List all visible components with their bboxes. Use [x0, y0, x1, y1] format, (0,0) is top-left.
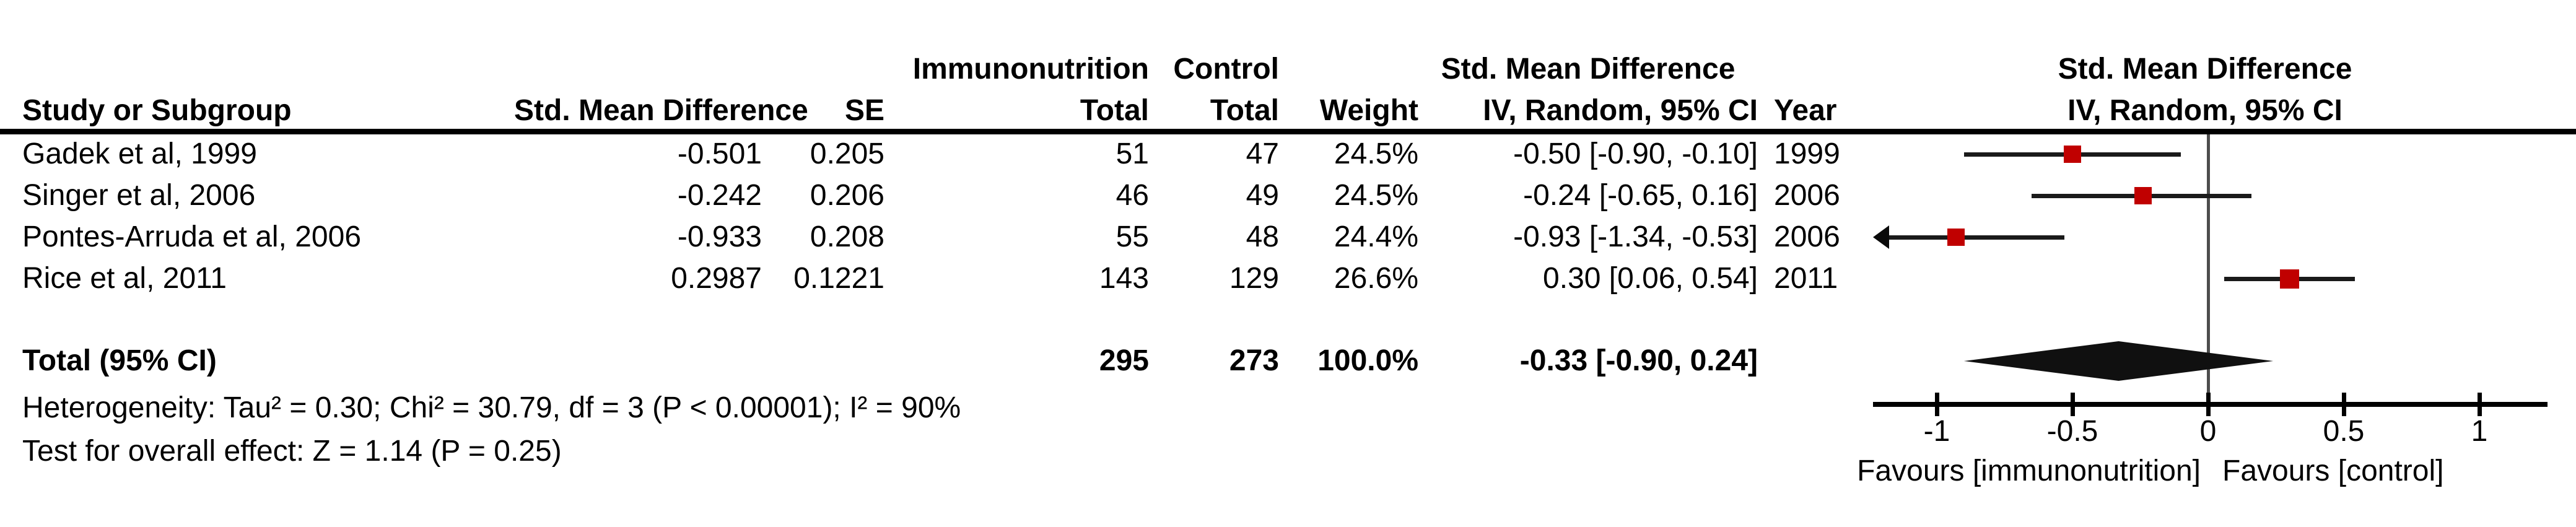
header-rule: [0, 129, 2576, 134]
immuno-total-value: 51: [1116, 137, 1149, 170]
column-header-se: SE: [844, 94, 884, 127]
ci-text: -0.24 [-0.65, 0.16]: [1523, 179, 1758, 212]
study-name: Singer et al, 2006: [22, 179, 256, 212]
column-header-method-ci: IV, Random, 95% CI: [1483, 94, 1758, 127]
study-name: Pontes-Arruda et al, 2006: [22, 220, 362, 253]
weight-value: 26.6%: [1334, 262, 1418, 295]
year-value: 2011: [1774, 262, 1838, 295]
ci-text: -0.93 [-1.34, -0.53]: [1513, 220, 1758, 253]
column-header-immuno-total: Total: [1080, 94, 1149, 127]
favours-left-label: Favours [immunonutrition]: [1857, 455, 2201, 487]
overall-effect-note: Test for overall effect: Z = 1.14 (P = 0…: [22, 435, 562, 468]
se-value: 0.205: [810, 137, 884, 170]
heterogeneity-note: Heterogeneity: Tau² = 0.30; Chi² = 30.79…: [22, 391, 961, 424]
year-value: 1999: [1774, 137, 1840, 170]
study-name: Rice et al, 2011: [22, 262, 227, 295]
immuno-total-value: 46: [1116, 179, 1149, 212]
axis-tick-label: 0.5: [2323, 415, 2365, 448]
total-immuno-value: 295: [1099, 344, 1149, 377]
axis-tick: [2342, 393, 2346, 416]
smd-value: -0.933: [677, 220, 762, 253]
total-control-value: 273: [1229, 344, 1279, 377]
ci-clipped-arrow-left-icon: [1873, 225, 1889, 249]
immuno-total-value: 143: [1099, 262, 1149, 295]
total-ci-text: -0.33 [-0.90, 0.24]: [1519, 344, 1758, 377]
control-total-value: 48: [1246, 220, 1279, 253]
pooled-effect-diamond: [1963, 341, 2274, 381]
control-total-value: 49: [1246, 179, 1279, 212]
year-value: 2006: [1774, 179, 1840, 212]
group2-header: Control: [1173, 53, 1279, 85]
smd-value: -0.242: [677, 179, 762, 212]
plot-header-method-ci: IV, Random, 95% CI: [2067, 94, 2342, 127]
axis-tick: [2071, 393, 2075, 416]
control-total-value: 47: [1246, 137, 1279, 170]
axis-tick: [2478, 393, 2482, 416]
study-name: Gadek et al, 1999: [22, 137, 257, 170]
total-label: Total (95% CI): [22, 344, 217, 377]
column-header-smd: Std. Mean Difference: [514, 94, 808, 127]
column-header-weight: Weight: [1319, 94, 1418, 127]
ci-line: [1880, 235, 2064, 240]
axis-tick-label: -0.5: [2046, 415, 2098, 448]
total-weight-value: 100.0%: [1317, 344, 1418, 377]
weight-value: 24.4%: [1334, 220, 1418, 253]
se-value: 0.206: [810, 179, 884, 212]
se-value: 0.208: [810, 220, 884, 253]
axis-tick-label: 0: [2199, 415, 2217, 448]
control-total-value: 129: [1229, 262, 1279, 295]
group1-header: Immunonutrition: [912, 53, 1149, 85]
axis-tick: [2206, 393, 2211, 416]
axis-tick-label: -1: [1923, 415, 1950, 448]
ci-text: -0.50 [-0.90, -0.10]: [1513, 137, 1758, 170]
column-header-study: Study or Subgroup: [22, 94, 292, 127]
immuno-total-value: 55: [1116, 220, 1149, 253]
favours-right-label: Favours [control]: [2222, 455, 2444, 487]
weight-value: 24.5%: [1334, 179, 1418, 212]
year-value: 2006: [1774, 220, 1840, 253]
ci-text: 0.30 [0.06, 0.54]: [1543, 262, 1758, 295]
axis-tick-label: 1: [2471, 415, 2488, 448]
effect-header-table: Std. Mean Difference: [1441, 53, 1736, 85]
study-marker: [2279, 269, 2299, 289]
study-marker: [2134, 187, 2152, 204]
column-header-year: Year: [1774, 94, 1837, 127]
zero-effect-line: [2207, 134, 2210, 403]
smd-value: -0.501: [677, 137, 762, 170]
smd-value: 0.2987: [671, 262, 762, 295]
study-marker: [1947, 229, 1965, 246]
study-marker: [2064, 146, 2081, 163]
se-value: 0.1221: [793, 262, 884, 295]
column-header-control-total: Total: [1210, 94, 1279, 127]
axis-tick: [1935, 393, 1939, 416]
weight-value: 24.5%: [1334, 137, 1418, 170]
effect-header-plot: Std. Mean Difference: [2058, 53, 2352, 85]
